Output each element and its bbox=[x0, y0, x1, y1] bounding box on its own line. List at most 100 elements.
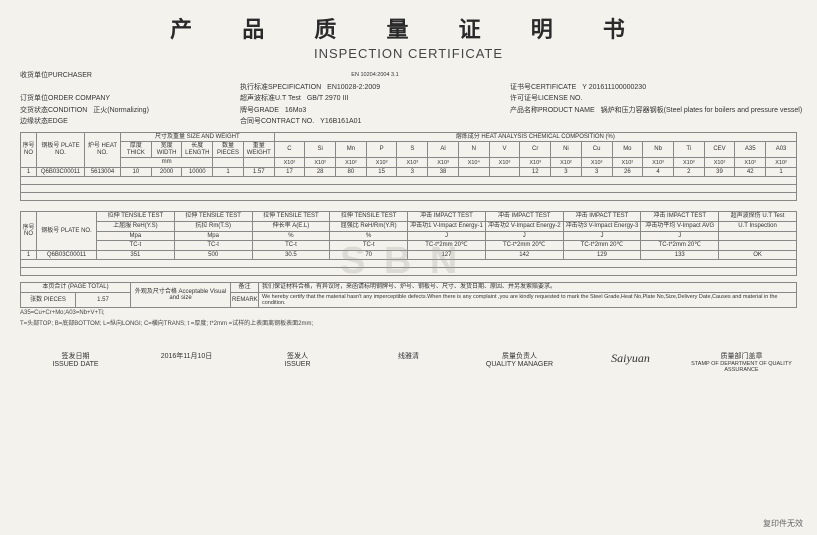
std-top: EN 10204:2004 3.1 bbox=[351, 71, 398, 82]
chem-length: 10000 bbox=[182, 167, 213, 177]
chem-weight: 1.57 bbox=[243, 167, 274, 177]
mh3-7: J bbox=[641, 231, 719, 241]
elem-a03: A03 bbox=[766, 142, 797, 158]
elem-mo: Mo bbox=[612, 142, 643, 158]
chem-table: 序号 NO 钢板号 PLATE NO. 炉号 HEAT NO. 尺寸及重量 SI… bbox=[20, 132, 797, 202]
mv-7: 133 bbox=[641, 250, 719, 260]
mult-8: X10³ bbox=[520, 158, 551, 168]
mv-4: 127 bbox=[408, 250, 486, 260]
header-block: 收货单位PURCHASER EN 10204:2004 3.1 执行标准SPEC… bbox=[20, 71, 797, 128]
mh4-1: TC-t bbox=[174, 241, 252, 251]
mult-13: X10³ bbox=[673, 158, 704, 168]
cv-14: 39 bbox=[704, 167, 735, 177]
date-label-en: ISSUED DATE bbox=[20, 361, 131, 368]
chem-heat-h: 炉号 HEAT NO. bbox=[85, 132, 121, 167]
grade-val: 16Mo3 bbox=[285, 106, 306, 117]
mh3-6: J bbox=[563, 231, 641, 241]
mh3-4: J bbox=[408, 231, 486, 241]
th-pieces: 数量 PIECES bbox=[213, 142, 244, 158]
mh2-7: 冲击功平均 V-Impact AVG bbox=[641, 222, 719, 232]
cv-11: 26 bbox=[612, 167, 643, 177]
mh3-1: Mpa bbox=[174, 231, 252, 241]
cond-val: 正火(Normalizing) bbox=[93, 106, 149, 117]
mv-5: 142 bbox=[485, 250, 563, 260]
title-cn: 产 品 质 量 证 明 书 bbox=[20, 12, 797, 44]
heat-analysis-h: 熔炼成分 HEAT ANALYSIS CHEMICAL COMPOSITION … bbox=[274, 132, 796, 142]
chem-pieces: 1 bbox=[213, 167, 244, 177]
mult-4: X10³ bbox=[397, 158, 428, 168]
cv-10: 3 bbox=[581, 167, 612, 177]
mh4-7: TC-t*2mm 20℃ bbox=[641, 241, 719, 251]
mgr-signature: Saiyuan bbox=[611, 351, 650, 365]
issuer-label-en: ISSUER bbox=[242, 361, 353, 368]
product-label: 产品名称PRODUCT NAME bbox=[510, 106, 595, 117]
cv-4: 3 bbox=[397, 167, 428, 177]
elem-nb: Nb bbox=[643, 142, 674, 158]
mh1-4: 冲击 IMPACT TEST bbox=[408, 212, 486, 222]
spec-label: 执行标准SPECIFICATION bbox=[240, 83, 321, 94]
mh1-5: 冲击 IMPACT TEST bbox=[485, 212, 563, 222]
chem-heat: 5613004 bbox=[85, 167, 121, 177]
mh2-3: 屈强比 ReH/Rm(Y.R) bbox=[330, 222, 408, 232]
cv-0: 17 bbox=[274, 167, 305, 177]
purchaser-label: 收货单位PURCHASER bbox=[20, 71, 92, 82]
mult-14: X10² bbox=[704, 158, 735, 168]
cv-16: 1 bbox=[766, 167, 797, 177]
mh4-8 bbox=[719, 241, 797, 251]
mult-11: X10² bbox=[612, 158, 643, 168]
contract-label: 合同号CONTRACT NO. bbox=[240, 117, 314, 128]
elem-a35: A35 bbox=[735, 142, 766, 158]
elem-v: V bbox=[489, 142, 520, 158]
pieces-label: 张数 PIECES bbox=[21, 293, 76, 308]
stamp-label-en: STAMP OF DEPARTMENT OF QUALITY ASSURANCE bbox=[686, 361, 797, 373]
mh2-1: 抗拉 Rm(T.S) bbox=[174, 222, 252, 232]
mult-0: X10² bbox=[274, 158, 305, 168]
mh3-0: Mpa bbox=[97, 231, 175, 241]
mh2-0: 上屈服 ReH(Y.S) bbox=[97, 222, 175, 232]
copy-invalid: 复印件无效 bbox=[763, 518, 803, 529]
stamp-label-cn: 质量部门盖章 bbox=[686, 351, 797, 361]
mh1-2: 拉伸 TENSILE TEST bbox=[252, 212, 330, 222]
sampling-note: T=头部TOP; B=底部BOTTOM; L=纵向LONGI; C=横向TRAN… bbox=[20, 318, 797, 327]
mh1-8: 超声波探伤 U.T Test bbox=[719, 212, 797, 222]
order-label: 订货单位ORDER COMPANY bbox=[20, 94, 110, 105]
mh1-0: 拉伸 TENSILE TEST bbox=[97, 212, 175, 222]
mult-12: X10³ bbox=[643, 158, 674, 168]
elem-cev: CEV bbox=[704, 142, 735, 158]
th-thick: 厚度 THICK bbox=[121, 142, 152, 158]
remark-label-en: REMARK bbox=[231, 293, 259, 308]
spec-val: EN10028-2:2009 bbox=[327, 83, 380, 94]
mult-15: X10² bbox=[735, 158, 766, 168]
elem-cu: Cu bbox=[581, 142, 612, 158]
mech-plate-h: 钢板号 PLATE NO. bbox=[37, 212, 97, 250]
mv-3: 70 bbox=[330, 250, 408, 260]
product-val: 锅炉和压力容器钢板(Steel plates for boilers and p… bbox=[601, 106, 803, 117]
mv-6: 129 bbox=[563, 250, 641, 260]
cv-12: 4 bbox=[643, 167, 674, 177]
cv-6 bbox=[458, 167, 489, 177]
mv-1: 500 bbox=[174, 250, 252, 260]
mult-10: X10² bbox=[581, 158, 612, 168]
chem-plate-h: 钢板号 PLATE NO. bbox=[37, 132, 85, 167]
cv-13: 2 bbox=[673, 167, 704, 177]
sign-row: 签发日期 ISSUED DATE 2016年11月10日 签发人 ISSUER … bbox=[20, 351, 797, 373]
cv-3: 15 bbox=[366, 167, 397, 177]
mgr-label-en: QUALITY MANAGER bbox=[464, 361, 575, 368]
mh2-5: 冲击功2 V-Impact Energy-2 bbox=[485, 222, 563, 232]
license-label: 许可证号LICENSE NO. bbox=[510, 94, 582, 105]
elem-p: P bbox=[366, 142, 397, 158]
size-weight-h: 尺寸及重量 SIZE AND WEIGHT bbox=[121, 132, 275, 142]
chem-width: 2000 bbox=[151, 167, 182, 177]
mech-row: 1 Q6B03C00011 351 500 30.5 70 127 142 12… bbox=[21, 250, 797, 260]
mh2-8: U.T Inspection bbox=[719, 222, 797, 232]
mh4-4: TC-t*2mm 20℃ bbox=[408, 241, 486, 251]
mgr-label-cn: 质量负责人 bbox=[464, 351, 575, 361]
mm-label: mm bbox=[121, 158, 213, 168]
page-total: 本页合计 (PAGE TOTAL) bbox=[21, 283, 131, 293]
title-en: INSPECTION CERTIFICATE bbox=[20, 46, 797, 61]
mv-0: 351 bbox=[97, 250, 175, 260]
mech-table: 序号 NO 钢板号 PLATE NO. 拉伸 TENSILE TEST 拉伸 T… bbox=[20, 211, 797, 276]
visual-label: 外观及尺寸合格 Acceptable Visual and size bbox=[131, 283, 231, 308]
mult-9: X10² bbox=[551, 158, 582, 168]
mh1-6: 冲击 IMPACT TEST bbox=[563, 212, 641, 222]
